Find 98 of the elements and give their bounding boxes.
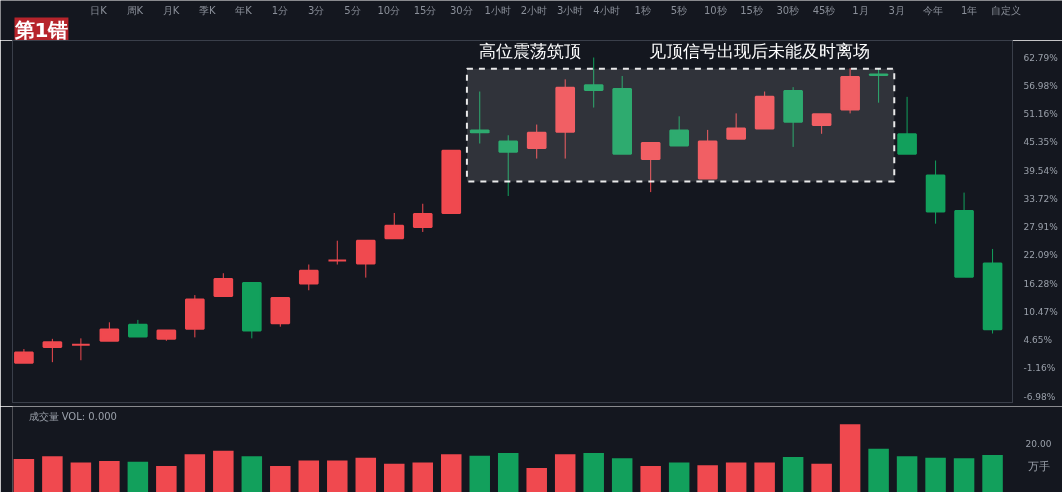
candlestick — [327, 240, 348, 265]
text: 3分 — [308, 5, 325, 16]
bar — [554, 454, 576, 492]
text: 20.00 — [1025, 439, 1052, 449]
y-tick-label: 33.72% — [1023, 193, 1059, 204]
text: 1月 — [852, 5, 869, 16]
text: 月K — [162, 5, 180, 16]
y-tick-label: -6.98% — [1023, 391, 1056, 402]
bar — [440, 454, 462, 492]
text: 周K — [126, 5, 144, 16]
candlestick — [213, 272, 234, 298]
candlestick — [412, 203, 433, 233]
bar — [925, 457, 946, 492]
candlestick — [298, 264, 319, 291]
bar — [213, 450, 234, 492]
chart-title: 成交量 VOL: 0.000 — [28, 411, 117, 422]
y-tick-label: 16.28% — [1023, 278, 1059, 289]
y-tick-label: 45.35% — [1023, 137, 1059, 148]
candlestick — [355, 239, 376, 279]
candlestick — [897, 96, 917, 155]
text: 10分 — [377, 5, 401, 16]
text: 30分 — [449, 5, 473, 16]
y-axis-title: 万手 — [1027, 460, 1050, 473]
bar — [583, 452, 604, 492]
candlestick — [71, 337, 91, 361]
text: 1小时 — [484, 5, 511, 16]
y-tick-label: -1.16% — [1023, 363, 1056, 374]
text: 1年 — [961, 5, 978, 16]
text: 5分 — [344, 5, 361, 16]
bar — [668, 462, 690, 492]
bar — [754, 462, 775, 492]
bar — [241, 456, 263, 492]
bar — [127, 461, 149, 492]
annotation: 见顶信号出现后未能及时离场 — [648, 40, 870, 61]
bar — [13, 459, 35, 492]
candlestick — [498, 134, 519, 197]
text: 4小时 — [593, 5, 620, 16]
bar — [70, 462, 92, 492]
candlestick — [99, 321, 120, 342]
candlestick — [384, 212, 405, 240]
candlestick — [526, 124, 547, 160]
text: 3月 — [888, 5, 905, 16]
text: 3小时 — [556, 5, 584, 16]
candlestick — [726, 112, 746, 140]
band-label: 高位震荡筑顶 — [478, 40, 581, 61]
bar — [982, 454, 1003, 492]
bar — [725, 462, 747, 492]
text: 1分 — [271, 5, 289, 16]
text: 自定义 — [990, 5, 1021, 16]
candlestick — [42, 338, 63, 363]
text: 季K — [199, 5, 217, 16]
bar — [355, 457, 377, 492]
bar — [156, 465, 177, 492]
text: 30秒 — [776, 5, 800, 16]
bar — [868, 448, 889, 492]
candlestick — [640, 142, 661, 193]
bar — [526, 467, 547, 492]
text: 15秒 — [740, 5, 763, 16]
text: 5秒 — [670, 5, 688, 16]
y-tick-label: 39.54% — [1023, 165, 1059, 176]
y-tick-label: 62.79% — [1023, 52, 1059, 63]
candlestick — [811, 113, 832, 135]
y-tick-label: 51.16% — [1023, 109, 1059, 120]
bar — [640, 465, 661, 492]
text: 15分 — [413, 5, 437, 16]
bar — [327, 460, 348, 492]
text: 2小时 — [520, 5, 548, 16]
candlestick — [583, 57, 604, 109]
bar — [611, 458, 633, 492]
bar — [811, 463, 832, 492]
text: 45秒 — [812, 5, 836, 16]
y-tick-label: 22.09% — [1023, 250, 1059, 261]
text: 10秒 — [703, 5, 727, 16]
bar — [782, 457, 804, 492]
bar — [99, 461, 120, 492]
bar — [412, 462, 434, 492]
text: 年K — [235, 5, 253, 16]
bar — [896, 456, 918, 492]
bar — [953, 458, 975, 492]
bar — [184, 454, 206, 492]
bar — [384, 463, 405, 492]
text: 1秒 — [634, 5, 651, 16]
bar — [839, 424, 861, 492]
y-tick-label: 56.98% — [1023, 80, 1059, 91]
bar — [469, 455, 490, 492]
bar — [270, 465, 291, 492]
text: 今年 — [922, 5, 943, 16]
y-tick-label: 10.47% — [1023, 306, 1059, 317]
candlestick — [469, 91, 490, 145]
chart-title: 第1错 — [13, 17, 69, 42]
bar — [697, 465, 718, 492]
bar — [497, 452, 519, 492]
y-tick-label: 4.65% — [1023, 335, 1053, 346]
text: 日K — [90, 5, 108, 16]
y-tick-label: 27.91% — [1023, 222, 1059, 233]
bar — [42, 456, 63, 492]
bar — [298, 460, 320, 492]
candlestick — [669, 115, 689, 147]
